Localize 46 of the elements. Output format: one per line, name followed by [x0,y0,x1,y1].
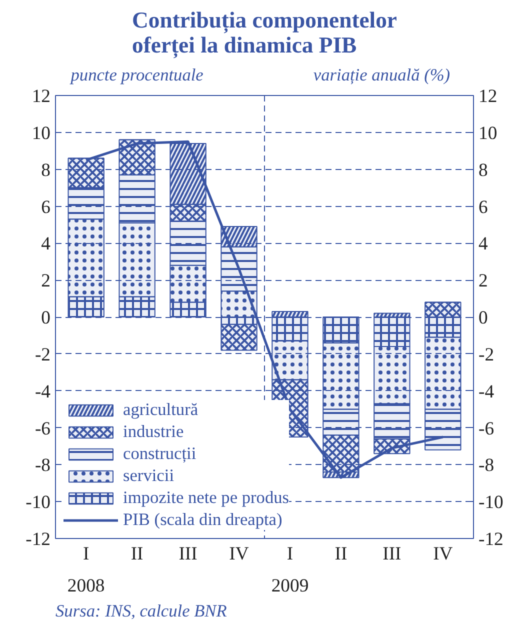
legend-label: PIB (scala din dreapta) [123,510,282,530]
x-tick-label: III [178,544,198,564]
x-tick-label: II [130,544,144,564]
legend-label: construcții [123,444,196,464]
y-tick-label: -12 [26,529,51,550]
legend-label: agricultură [123,400,198,420]
y2-tick-label: 2 [478,270,488,292]
y-tick-label: 2 [41,270,50,292]
x-tick-label: I [286,544,294,564]
y2-tick-label: 8 [478,160,488,181]
y2-tick-label: 4 [478,234,488,255]
y2-tick-label: -6 [478,418,494,440]
y-tick-label: -6 [34,418,51,440]
y2-tick-label: 12 [478,86,498,107]
y-tick-label: 10 [32,122,50,144]
x-tick-label: II [334,544,348,564]
y2-tick-label: -2 [478,344,494,366]
y2-tick-label: 0 [478,308,488,328]
chart-title: Contribuția componentelor oferței la dinamica PIB [132,8,397,58]
text: Sursa: INS, calcule BNR [56,602,228,620]
y-tick-label: -2 [34,344,51,366]
y-tick-label: -10 [26,492,51,514]
text: 2009 [271,576,309,596]
y2-tick-label: 6 [478,196,488,218]
legend-label: industrie [123,422,184,442]
y2-tick-label: -8 [478,455,494,476]
y2-tick-label: -10 [478,492,504,514]
legend-label: impozite nete pe produs [123,488,290,508]
y2-tick-label: 10 [478,122,498,144]
y-tick-label: 6 [41,196,50,218]
y-tick-label: -4 [34,381,52,402]
x-tick-label: I [82,544,90,564]
x-tick-label: IV [433,544,454,564]
y2-tick-label: -12 [478,529,504,550]
legend-label: servicii [123,466,174,486]
y-tick-label: 8 [41,160,50,181]
y-tick-label: 4 [41,234,52,255]
y-axis-title: puncte procentuale [68,66,204,84]
y2-axis-title: variație anuală (%) [313,66,450,84]
y-tick-label: -8 [34,455,51,476]
y-tick-label: 0 [41,308,50,328]
x-tick-label: IV [229,544,250,564]
x-tick-label: III [382,544,402,564]
text: 2008 [67,576,105,596]
y-tick-label: 12 [32,86,50,107]
y2-tick-label: -4 [478,381,495,402]
